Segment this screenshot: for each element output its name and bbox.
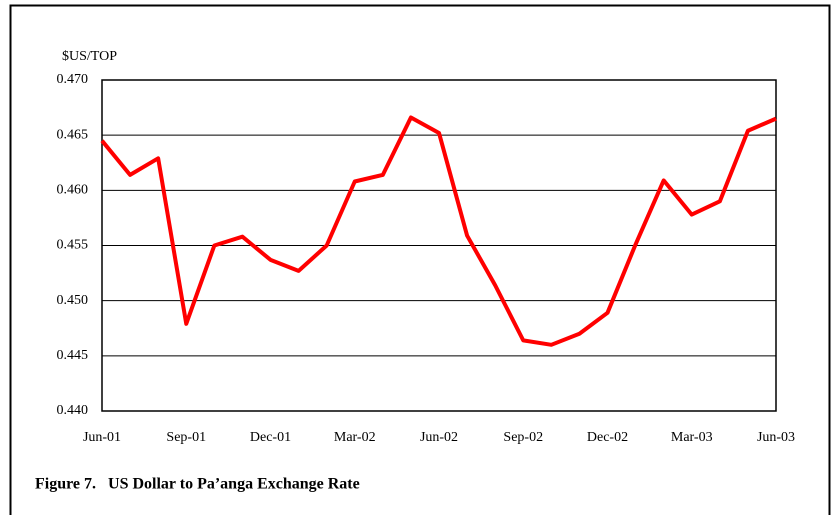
- x-tick-label: Sep-02: [503, 430, 543, 445]
- x-tick-label: Mar-02: [334, 430, 376, 445]
- y-tick-label: 0.440: [57, 403, 89, 418]
- frame: [9, 4, 831, 515]
- x-tick-label: Mar-03: [671, 430, 713, 445]
- y-tick-label: 0.460: [57, 183, 89, 198]
- line: [100, 115, 777, 347]
- x-tick-label: Sep-01: [166, 430, 206, 445]
- y-tick-label: 0.470: [57, 72, 89, 87]
- chart-title: Figure 7. US Dollar to Pa’anga Exchange …: [35, 476, 360, 493]
- y-tick-label: 0.450: [57, 293, 89, 308]
- y-tick-label: 0.455: [57, 238, 89, 253]
- x-tick-label: Jun-02: [420, 430, 458, 445]
- x-tick-label: Jun-01: [83, 430, 121, 445]
- x-tick-label: Dec-01: [250, 430, 291, 445]
- x-tick-label: Jun-03: [757, 430, 795, 445]
- x-tick-label: Dec-02: [587, 430, 628, 445]
- y-axis-label: $US/TOP: [62, 49, 117, 64]
- y-tick-label: 0.465: [57, 127, 89, 142]
- y-tick-label: 0.445: [57, 348, 89, 363]
- plot-border: [101, 79, 777, 412]
